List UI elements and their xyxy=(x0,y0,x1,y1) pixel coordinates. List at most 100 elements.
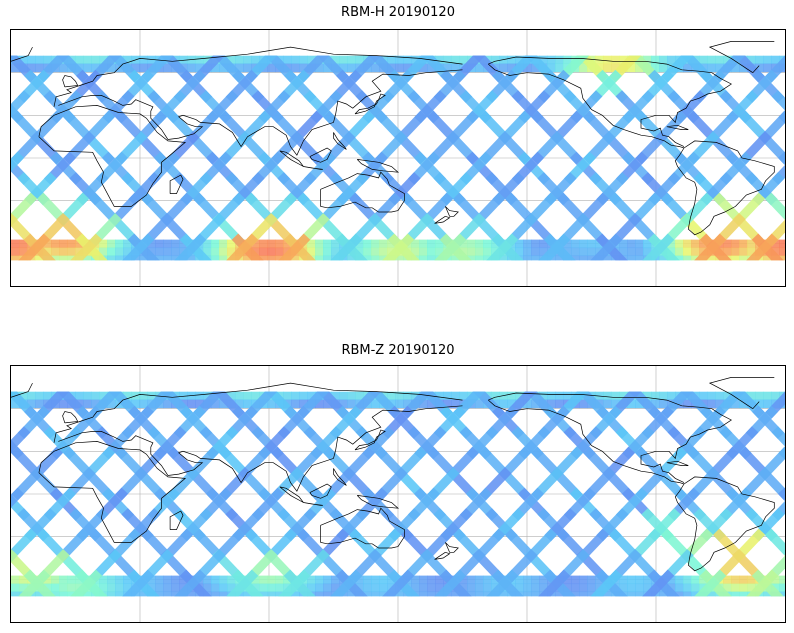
top-swath-cell xyxy=(643,55,652,65)
bottom-swath-track xyxy=(37,391,70,419)
top-swath-track xyxy=(739,131,772,165)
top-swath-track xyxy=(700,172,733,206)
top-swath-cell xyxy=(467,239,476,249)
top-swath-track xyxy=(674,90,707,124)
top-swath-track xyxy=(95,151,129,185)
bottom-swath-cell xyxy=(443,391,452,401)
top-swath-track xyxy=(141,55,174,83)
top-swath-cell xyxy=(75,239,84,249)
bottom-swath-cell xyxy=(187,591,196,597)
bottom-swath-track xyxy=(732,528,766,562)
top-swath-cell xyxy=(659,63,668,73)
top-swath-cell xyxy=(11,239,20,249)
bottom-swath-track xyxy=(563,487,597,521)
bottom-swath-track xyxy=(453,549,486,583)
top-swath-cell xyxy=(115,239,124,249)
top-swath-track xyxy=(297,55,330,83)
top-swath-cell xyxy=(779,247,785,257)
bottom-swath-cell xyxy=(195,391,204,401)
bottom-swath-cell xyxy=(419,583,428,593)
top-swath-cell xyxy=(307,239,316,249)
bottom-swath-cell xyxy=(155,591,164,597)
top-swath-track xyxy=(17,69,50,103)
top-swath-cell xyxy=(755,55,764,65)
bottom-swath-track xyxy=(745,405,778,439)
top-coastline xyxy=(488,56,732,147)
top-swath-cell xyxy=(371,63,380,73)
top-swath-track xyxy=(472,192,506,226)
top-swath-cell xyxy=(171,255,180,261)
top-swath-cell xyxy=(531,63,540,73)
bottom-swath-track xyxy=(297,391,330,419)
bottom-swath-cell xyxy=(715,391,724,401)
top-swath-cell xyxy=(691,255,700,261)
bottom-swath-track xyxy=(63,467,96,501)
top-swath-cell xyxy=(379,239,388,249)
bottom-swath-cell xyxy=(531,399,540,409)
bottom-swath-track xyxy=(615,426,648,460)
top-swath-cell xyxy=(683,247,692,257)
top-swath-cell xyxy=(731,63,740,73)
bottom-swath-cell xyxy=(59,575,68,585)
bottom-swath-cell xyxy=(291,399,300,409)
top-swath-track xyxy=(278,233,311,261)
top-swath-cell xyxy=(139,55,148,65)
bottom-swath-track xyxy=(134,446,167,480)
bottom-swath-cell xyxy=(139,399,148,409)
top-swath-cell xyxy=(251,239,260,249)
bottom-swath-cell xyxy=(259,575,268,585)
top-swath-track xyxy=(433,69,466,103)
bottom-swath-cell xyxy=(499,591,508,597)
top-swath-track xyxy=(232,172,265,206)
bottom-swath-cell xyxy=(35,391,44,401)
top-swath-cell xyxy=(515,247,524,257)
top-swath-cell xyxy=(107,239,116,249)
top-swath-cell xyxy=(307,55,316,65)
bottom-swath-cell xyxy=(235,399,244,409)
bottom-swath-track xyxy=(349,549,382,583)
bottom-swath-track xyxy=(122,569,155,597)
top-swath-cell xyxy=(427,255,436,261)
map-svg-bottom xyxy=(11,366,785,622)
bottom-swath-cell xyxy=(779,583,785,593)
top-swath-track xyxy=(63,110,96,144)
top-swath-cell xyxy=(219,63,228,73)
top-coastline xyxy=(333,132,347,150)
bottom-swath-cell xyxy=(171,591,180,597)
bottom-swath-track xyxy=(244,528,278,562)
bottom-swath-cell xyxy=(427,583,436,593)
top-swath-cell xyxy=(587,255,596,261)
bottom-swath-cell xyxy=(483,591,492,597)
bottom-coastline xyxy=(53,382,463,443)
top-swath-cell xyxy=(67,255,76,261)
bottom-swath-track xyxy=(609,549,642,583)
bottom-swath-cell xyxy=(715,399,724,409)
bottom-swath-cell xyxy=(651,391,660,401)
top-swath-track xyxy=(492,69,525,103)
top-swath-cell xyxy=(19,239,28,249)
top-swath-track xyxy=(628,55,661,83)
bottom-swath-track xyxy=(771,500,785,521)
bottom-swath-cell xyxy=(579,399,588,409)
bottom-swath-track xyxy=(589,405,622,439)
top-swath-cell xyxy=(451,63,460,73)
bottom-coastline xyxy=(333,468,347,486)
bottom-swath-track xyxy=(726,426,759,460)
top-swath-cell xyxy=(187,255,196,261)
bottom-swath-cell xyxy=(483,575,492,585)
top-swath-track xyxy=(583,110,616,144)
bottom-swath-cell xyxy=(315,591,324,597)
top-swath-track xyxy=(739,110,772,144)
top-swath-track xyxy=(30,110,63,144)
bottom-swath-track xyxy=(524,391,557,419)
bottom-swath-cell xyxy=(99,583,108,593)
top-swath-cell xyxy=(259,247,268,257)
top-swath-track xyxy=(693,69,726,103)
top-swath-cell xyxy=(347,255,356,261)
bottom-swath-cell xyxy=(363,591,372,597)
top-swath-cell xyxy=(347,55,356,65)
bottom-swath-track xyxy=(381,405,414,439)
bottom-swath-track xyxy=(479,446,512,480)
bottom-swath-cell xyxy=(75,575,84,585)
top-swath-cell xyxy=(683,239,692,249)
